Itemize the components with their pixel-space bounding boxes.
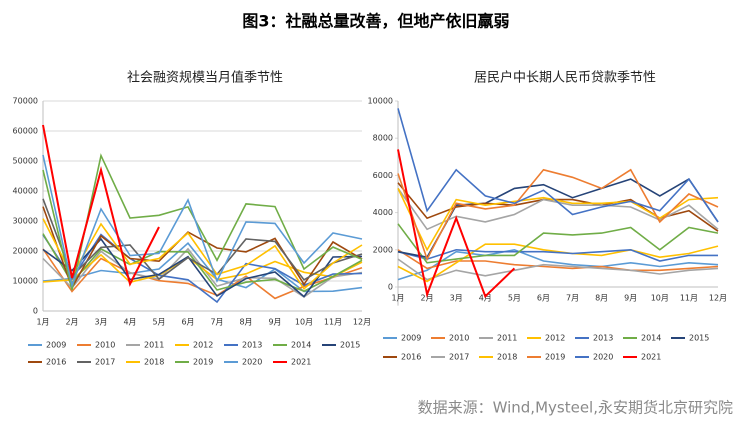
legend-label: 2010 [449,334,469,343]
x-tick-label: 6月 [537,294,550,303]
y-tick-label: 10000 [13,277,38,286]
series-line [397,248,719,281]
series-line [397,249,719,272]
legend-label: 2015 [689,334,709,343]
series-line [397,149,516,299]
legend-label: 2021 [641,353,661,362]
y-tick-label: 30000 [13,217,38,226]
chart-title: 社会融资规模当月值季节性 [127,70,283,86]
main-title: 图3：社融总量改善，但地产依旧羸弱 [242,12,509,31]
legend-label: 2016 [46,358,66,367]
y-tick-label: 40000 [13,187,38,196]
y-tick-label: 20000 [13,247,38,256]
y-tick-label: 0 [33,307,38,316]
x-tick-label: 7月 [210,318,223,327]
legend-label: 2013 [242,341,262,350]
legend-label: 2013 [593,334,613,343]
y-tick-label: 0 [388,283,393,292]
series-line [42,247,363,298]
y-tick-label: 10000 [368,97,393,106]
x-tick-label: 12月 [709,294,727,303]
series-line [397,258,719,281]
legend-label: 2021 [291,358,311,367]
series-line [42,253,363,284]
series-line [42,233,363,304]
series-line [42,198,363,281]
legend-label: 2012 [193,341,213,350]
x-tick-label: 12月 [353,318,371,327]
legend-label: 2011 [144,341,164,350]
x-tick-label: 2月 [421,294,434,303]
legend-label: 2015 [340,341,360,350]
series-line [42,154,363,288]
x-tick-label: 1月 [36,318,49,327]
series-line [397,248,718,262]
legend-label: 2014 [291,341,311,350]
x-tick-label: 10月 [651,294,669,303]
series-line [397,243,719,283]
x-tick-label: 5月 [508,294,521,303]
y-tick-label: 6000 [373,171,393,180]
x-tick-label: 9月 [624,294,637,303]
x-tick-label: 11月 [324,318,342,327]
legend-label: 2009 [46,341,66,350]
x-tick-label: 8月 [595,294,608,303]
legend-label: 2009 [401,334,421,343]
x-tick-label: 8月 [239,318,252,327]
series-line [42,153,363,291]
legend-label: 2014 [641,334,661,343]
legend-label: 2017 [95,358,115,367]
legend-label: 2012 [545,334,565,343]
x-tick-label: 7月 [566,294,579,303]
y-tick-label: 70000 [13,97,38,106]
legend-label: 2020 [242,358,262,367]
series-line [397,223,719,264]
chart-title: 居民户中长期人民币贷款季节性 [474,70,656,86]
legend-label: 2011 [497,334,517,343]
x-tick-label: 1月 [391,294,404,303]
x-tick-label: 2月 [65,318,78,327]
series-line [397,188,719,252]
x-tick-label: 4月 [123,318,136,327]
legend-label: 2019 [193,358,213,367]
x-tick-label: 6月 [181,318,194,327]
legend-label: 2018 [497,353,517,362]
legend-label: 2010 [95,341,115,350]
x-tick-label: 9月 [268,318,281,327]
x-tick-label: 4月 [479,294,492,303]
legend-label: 2020 [593,353,613,362]
x-tick-label: 10月 [295,318,313,327]
series-line [42,218,363,291]
y-tick-label: 8000 [373,134,393,143]
x-tick-label: 3月 [94,318,107,327]
x-tick-label: 5月 [152,318,165,327]
x-tick-label: 3月 [450,294,463,303]
legend-label: 2017 [449,353,469,362]
series-line [42,242,363,293]
y-tick-label: 2000 [373,245,393,254]
y-tick-label: 50000 [13,157,38,166]
series-line [42,124,160,287]
legend-label: 2019 [545,353,565,362]
y-tick-label: 60000 [13,127,38,136]
source: 数据来源：Wind,Mysteel,永安期货北京研究院 [418,399,733,417]
legend-label: 2018 [144,358,164,367]
legend-label: 2016 [401,353,421,362]
series-line [397,108,719,223]
x-tick-label: 11月 [680,294,698,303]
y-tick-label: 4000 [373,208,393,217]
series-line [397,168,719,262]
